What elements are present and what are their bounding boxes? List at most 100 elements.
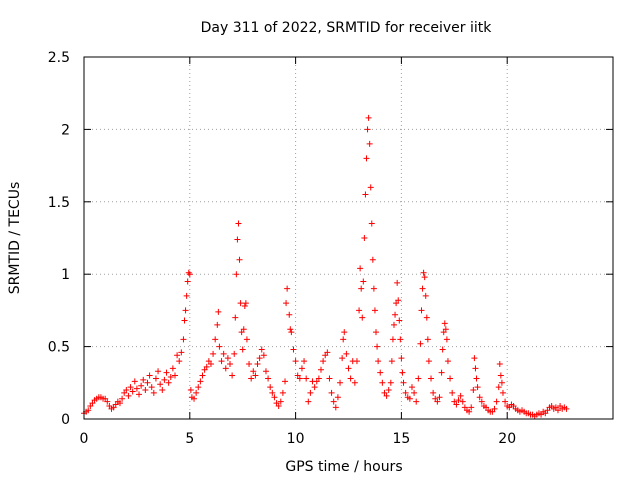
data-point (436, 394, 443, 401)
data-point (357, 265, 364, 272)
data-point (370, 285, 377, 292)
data-point (328, 389, 335, 396)
data-point (317, 366, 324, 373)
data-point (220, 350, 227, 357)
data-point (498, 379, 505, 386)
data-point (472, 365, 479, 372)
data-point (430, 389, 437, 396)
data-point (229, 372, 236, 379)
data-point (186, 271, 193, 278)
data-point (216, 343, 223, 350)
data-point (286, 311, 293, 318)
y-tick-label: 0 (61, 412, 70, 428)
data-point (334, 394, 341, 401)
data-point (275, 402, 282, 409)
data-point (385, 387, 392, 394)
data-point (155, 368, 162, 375)
data-point (277, 398, 284, 405)
data-point (252, 372, 259, 379)
data-point (419, 285, 426, 292)
data-point (351, 379, 358, 386)
data-point (282, 378, 289, 385)
data-point (269, 389, 276, 396)
data-point (374, 343, 381, 350)
data-point (441, 320, 448, 327)
data-point (326, 375, 333, 382)
data-point (369, 256, 376, 263)
data-point (218, 358, 225, 365)
data-point (240, 326, 247, 333)
data-point (222, 365, 229, 372)
data-point (347, 375, 354, 382)
data-point (383, 392, 390, 399)
x-tick-label: 0 (80, 431, 89, 447)
data-point (298, 365, 305, 372)
data-point (292, 358, 299, 365)
data-point (224, 355, 231, 362)
x-tick-labels: 0 5 10 15 20 (80, 431, 517, 447)
data-point (296, 375, 303, 382)
data-point (284, 285, 291, 292)
data-point (455, 397, 462, 404)
data-point (337, 379, 344, 386)
data-point (395, 297, 402, 304)
data-point (495, 384, 502, 391)
data-point (242, 300, 249, 307)
data-point (363, 155, 370, 162)
data-point (478, 398, 485, 405)
data-point (368, 220, 375, 227)
data-point (491, 405, 498, 412)
data-point (373, 329, 380, 336)
data-point (165, 379, 172, 386)
data-point (193, 389, 200, 396)
data-point (227, 360, 234, 367)
y-tick-label: 2.5 (48, 50, 70, 66)
data-point (136, 391, 143, 398)
data-point (466, 408, 473, 415)
data-point (389, 336, 396, 343)
data-point (502, 398, 509, 405)
data-point (367, 184, 374, 191)
data-point (307, 389, 314, 396)
data-point (283, 300, 290, 307)
data-point (210, 350, 217, 357)
data-point (236, 256, 243, 263)
data-point (183, 292, 190, 299)
data-point (362, 191, 369, 198)
data-point (392, 311, 399, 318)
data-point (197, 378, 204, 385)
data-point (232, 314, 239, 321)
data-point (388, 358, 395, 365)
data-point (425, 358, 432, 365)
data-point (176, 358, 183, 365)
data-point (301, 358, 308, 365)
data-point (554, 407, 561, 414)
data-point (127, 384, 134, 391)
data-point (493, 398, 500, 405)
data-point (138, 382, 145, 389)
data-point (237, 300, 244, 307)
data-point (159, 387, 166, 394)
data-point (148, 384, 155, 391)
data-point (215, 308, 222, 315)
y-tick-label: 2 (61, 122, 70, 138)
data-point (399, 369, 406, 376)
data-point (178, 349, 185, 356)
data-point (246, 360, 253, 367)
data-point (163, 369, 170, 376)
data-point (233, 271, 240, 278)
data-point (413, 398, 420, 405)
data-point (290, 346, 297, 353)
data-point (248, 375, 255, 382)
data-point (422, 292, 429, 299)
data-point (142, 387, 149, 394)
data-point (167, 374, 174, 381)
data-point (394, 279, 401, 286)
grid-lines (84, 57, 613, 419)
chart-title: Day 311 of 2022, SRMTID for receiver iit… (201, 20, 493, 36)
data-point (408, 384, 415, 391)
data-point (423, 314, 430, 321)
data-point (279, 389, 286, 396)
data-point (161, 376, 168, 383)
data-point (191, 395, 198, 402)
